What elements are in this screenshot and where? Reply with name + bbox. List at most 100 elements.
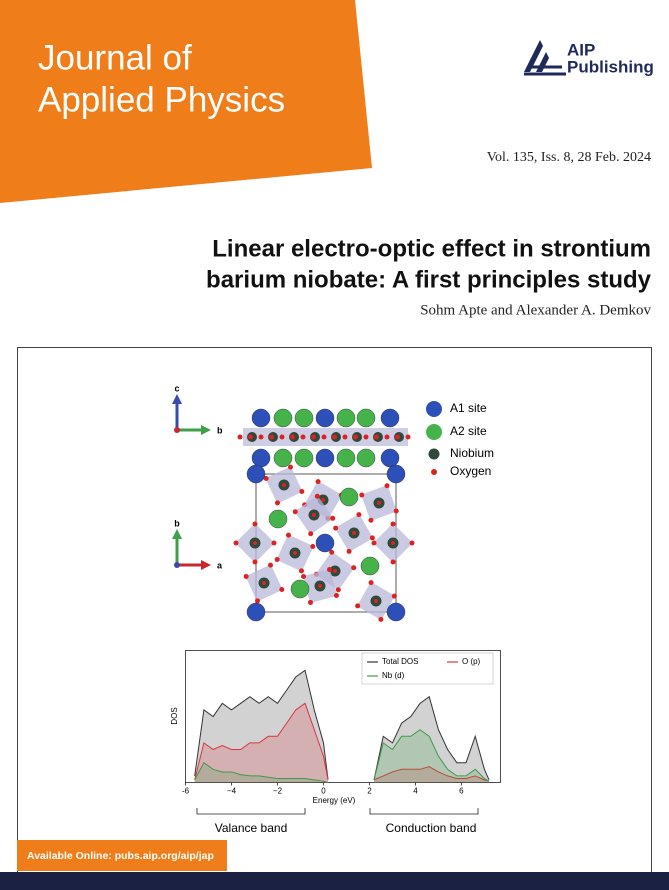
x-tick-label: 2 <box>367 787 372 796</box>
atom <box>308 599 313 605</box>
atom <box>384 483 390 489</box>
atom <box>333 593 339 598</box>
atom <box>318 584 322 588</box>
atom <box>333 525 339 531</box>
atom <box>330 515 336 521</box>
atom <box>267 562 273 568</box>
atom <box>308 531 314 537</box>
availability[interactable]: Available Online: pubs.aip.org/aip/jap <box>27 850 214 862</box>
banner <box>0 0 372 203</box>
atom <box>346 548 352 554</box>
atom <box>274 556 280 562</box>
atom <box>332 434 337 440</box>
atom <box>380 408 400 428</box>
atom <box>377 501 381 505</box>
atom <box>251 448 271 468</box>
axis-label: b <box>174 518 180 528</box>
atom <box>368 580 374 586</box>
atom <box>378 616 384 622</box>
atom <box>262 581 266 585</box>
atom <box>393 508 399 514</box>
atom <box>391 541 395 545</box>
atom <box>374 434 379 440</box>
atom <box>384 434 390 440</box>
atom <box>405 434 411 440</box>
atom <box>275 500 281 506</box>
x-tick-label: 6 <box>459 787 464 796</box>
area-fill <box>194 670 329 783</box>
atom <box>380 448 400 468</box>
atom <box>273 408 293 428</box>
atom <box>263 476 269 482</box>
dos-line <box>194 729 490 783</box>
atom <box>353 434 358 440</box>
atom <box>311 434 316 440</box>
atom <box>374 599 378 603</box>
atom <box>310 544 316 550</box>
area-fill <box>194 703 329 783</box>
atom <box>233 540 239 546</box>
atom <box>352 531 356 535</box>
atom <box>356 448 376 468</box>
atom <box>329 549 335 555</box>
atom <box>315 479 321 485</box>
atom <box>290 579 310 599</box>
atom <box>271 540 277 546</box>
atom <box>336 448 356 468</box>
legend-label: Oxygen <box>450 464 491 478</box>
atom <box>356 408 376 428</box>
atom <box>315 533 335 553</box>
annotation: Conduction band <box>386 821 477 835</box>
dos-chart: DOS Energy (eV) -6 −4 −2 0 2 4 6 Total DOS O (p)… <box>170 650 501 805</box>
atom <box>246 602 266 622</box>
atom <box>287 464 293 470</box>
atom <box>298 568 304 574</box>
atom <box>333 569 337 573</box>
atom <box>251 408 271 428</box>
legend-label: A1 site <box>450 401 487 415</box>
axis-label: c <box>174 383 179 393</box>
availability-box <box>17 840 227 871</box>
atom <box>255 598 261 604</box>
atom <box>294 408 314 428</box>
legend-label: Total DOS <box>382 657 418 666</box>
atom <box>252 521 258 527</box>
article-title: barium niobate: A first principles study <box>206 266 652 293</box>
atom <box>279 586 285 592</box>
y-axis-label: DOS <box>170 707 179 724</box>
atom <box>335 587 341 593</box>
dos-line <box>194 702 490 782</box>
atom <box>360 556 380 576</box>
x-tick-label: -6 <box>182 787 190 796</box>
atom <box>355 603 361 609</box>
atom <box>390 559 396 565</box>
atom <box>356 512 362 518</box>
x-tick-label: 0 <box>321 787 326 796</box>
axis-label: b <box>217 425 223 435</box>
atom <box>351 565 357 571</box>
journal-title: Applied Physics <box>38 80 285 119</box>
atom <box>386 602 406 622</box>
issue-info: Vol. 135, Iss. 8, 28 Feb. 2024 <box>487 150 651 165</box>
atom <box>286 532 292 538</box>
authors: Sohm Apte and Alexander A. Demkov <box>420 302 651 318</box>
atom <box>268 509 288 529</box>
legend-label: O (p) <box>462 657 481 666</box>
atom <box>299 488 305 494</box>
article-title: Linear electro-optic effect in strontium <box>212 235 651 262</box>
x-axis-label: Energy (eV) <box>313 796 356 805</box>
atom <box>336 408 356 428</box>
atom-legend <box>426 401 442 475</box>
atom <box>237 434 243 440</box>
atom <box>315 448 335 468</box>
atom <box>315 408 335 428</box>
x-tick-label: −2 <box>273 787 283 796</box>
area-fill <box>374 729 490 783</box>
atom <box>252 559 258 565</box>
atom <box>246 464 266 484</box>
atom <box>293 551 297 555</box>
axis-label: a <box>217 560 223 570</box>
